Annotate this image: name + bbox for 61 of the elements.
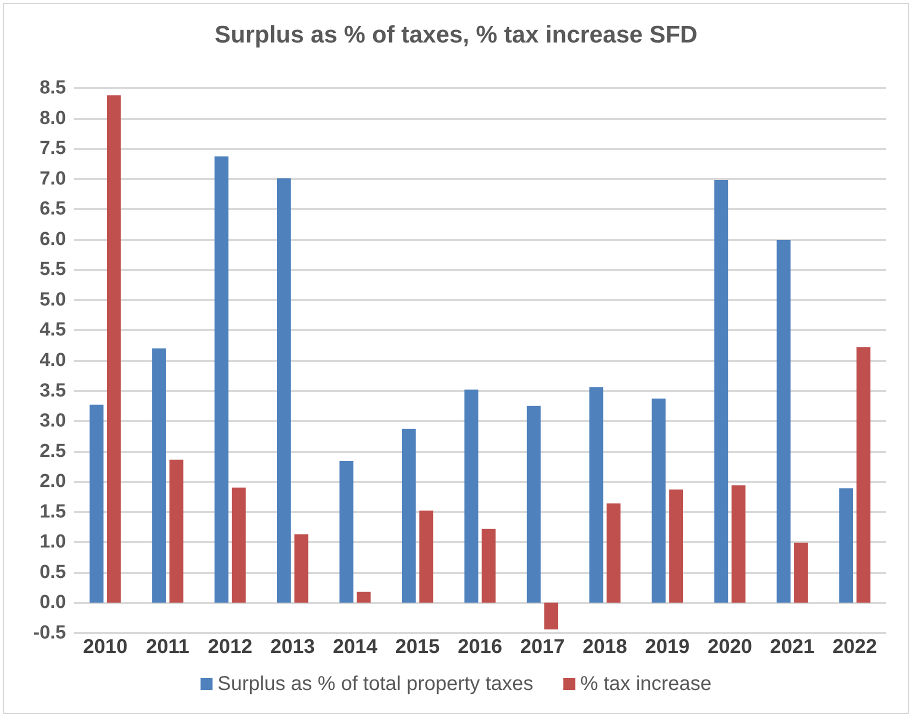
y-tick-label: 0.5 [40, 562, 66, 583]
bar [169, 460, 184, 603]
x-tick-label: 2011 [146, 636, 190, 658]
x-tick-label: 2015 [395, 636, 440, 658]
bar [606, 503, 621, 603]
x-tick-label: 2019 [645, 636, 690, 658]
bar [402, 428, 416, 603]
bar [732, 485, 746, 603]
bar [589, 387, 604, 603]
y-tick-label: 5.0 [40, 289, 66, 310]
bar [669, 489, 683, 603]
legend-label: Surplus as % of total property taxes [218, 673, 534, 695]
bar [339, 461, 354, 603]
bar [464, 390, 478, 603]
chart-title: Surplus as % of taxes, % tax increase SFD [214, 22, 698, 48]
y-tick-label: -0.5 [33, 622, 66, 644]
bar [232, 488, 246, 603]
y-tick-label: 7.0 [40, 168, 66, 190]
x-tick-label: 2022 [832, 636, 878, 658]
bar [794, 542, 808, 603]
y-tick-label: 2.5 [40, 440, 66, 462]
y-tick-label: 8.5 [40, 78, 66, 98]
bar [419, 510, 434, 603]
bar [356, 592, 371, 603]
y-tick-label: 5.5 [40, 259, 66, 280]
y-tick-label: 0.0 [40, 592, 66, 614]
x-tick-label: 2017 [520, 636, 565, 658]
bar [152, 348, 166, 603]
y-tick-label: 8.0 [40, 108, 66, 129]
bar [526, 406, 541, 603]
bar [294, 534, 308, 603]
x-tick-label: 2016 [458, 636, 502, 658]
y-tick-label: 6.0 [40, 228, 66, 250]
bar [714, 180, 728, 603]
x-tick-label: 2020 [708, 636, 752, 658]
y-tick-label: 3.5 [40, 380, 66, 402]
y-tick-label: 6.5 [40, 198, 66, 220]
x-tick-label: 2018 [582, 636, 628, 658]
y-tick-label: 4.0 [40, 350, 66, 371]
x-tick-label: 2012 [208, 636, 252, 658]
bar [839, 488, 854, 603]
bar [277, 178, 291, 603]
bar [482, 528, 496, 603]
x-tick-label: 2010 [82, 636, 128, 658]
bar [90, 404, 104, 603]
x-tick-label: 2013 [270, 636, 315, 658]
bar [652, 398, 666, 603]
bar [776, 240, 791, 603]
y-tick-label: 3.0 [40, 410, 66, 432]
y-tick-label: 1.0 [40, 532, 66, 553]
bar [856, 347, 870, 603]
y-tick-label: 1.5 [40, 501, 66, 522]
x-tick-label: 2014 [332, 636, 378, 658]
y-tick-label: 7.5 [40, 138, 66, 160]
x-tick-label: 2021 [770, 636, 815, 658]
legend-label: % tax increase [580, 673, 712, 695]
bar [106, 95, 121, 603]
y-tick-label: 4.5 [40, 320, 66, 341]
bar [544, 602, 558, 630]
y-tick-label: 2.0 [40, 471, 66, 492]
bar [214, 156, 228, 603]
